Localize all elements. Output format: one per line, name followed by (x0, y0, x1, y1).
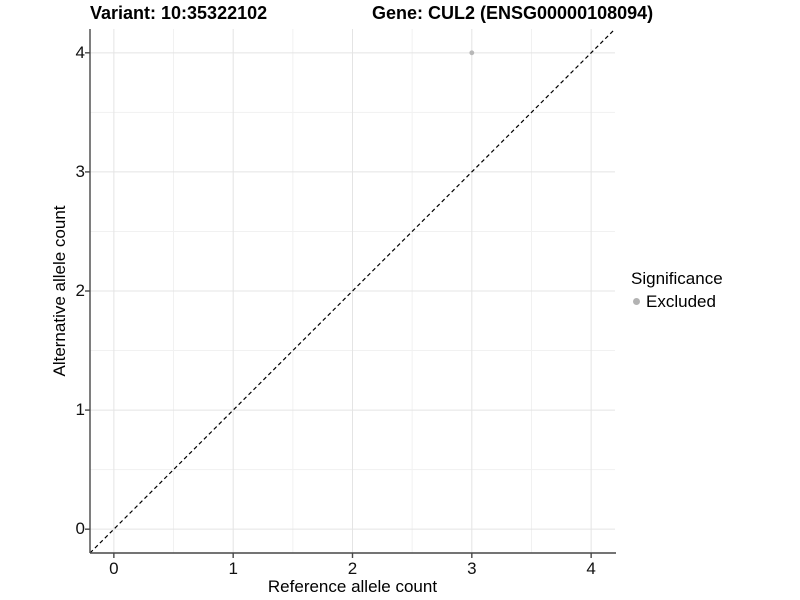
legend-point-icon (633, 298, 640, 305)
y-tick-label: 4 (75, 42, 85, 62)
x-axis-title: Reference allele count (267, 577, 438, 596)
x-tick-label: 2 (347, 559, 358, 578)
x-tick-label: 4 (586, 559, 596, 578)
y-tick-label: 3 (75, 161, 85, 181)
legend-item-excluded: Excluded (631, 291, 796, 312)
y-axis-title: Alternative allele count (50, 205, 69, 377)
plot-title-variant: Variant: 10:35322102 (90, 3, 268, 23)
y-tick-label: 1 (75, 400, 85, 420)
x-tick-label: 0 (109, 559, 119, 578)
y-tick-label: 2 (75, 281, 85, 300)
x-tick-label: 3 (467, 559, 477, 578)
legend-item-label: Excluded (646, 292, 716, 311)
identity-dashed-line (89, 28, 616, 554)
plot-title-gene: Gene: CUL2 (ENSG00000108094) (372, 3, 654, 23)
legend-title: Significance (631, 269, 723, 288)
y-tick-label: 0 (75, 519, 85, 539)
x-tick-label: 1 (228, 559, 238, 578)
data-point (469, 50, 475, 56)
legend: Significance Excluded (631, 268, 796, 312)
